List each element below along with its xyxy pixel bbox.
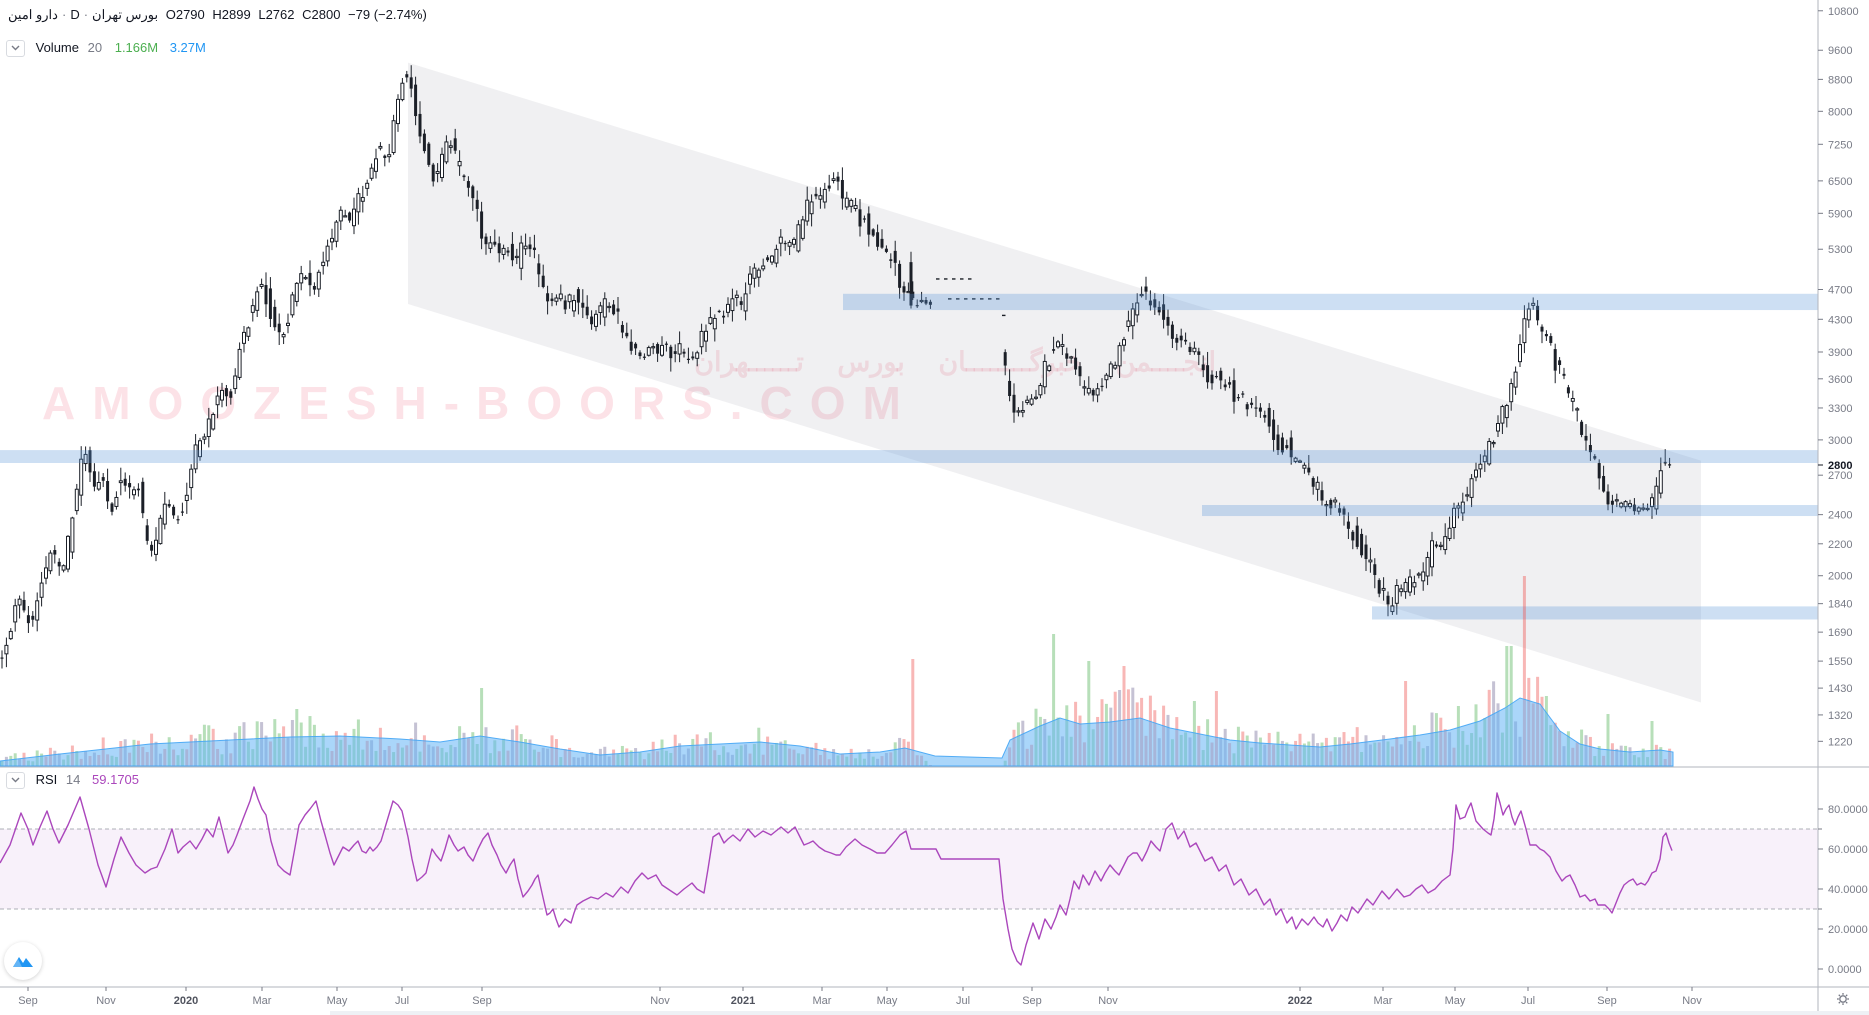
price-tick-label: 10800 [1828, 6, 1859, 18]
price-tick-label: 3000 [1828, 435, 1852, 447]
price-tick-label: 1430 [1828, 683, 1852, 695]
price-tick-label: 1550 [1828, 656, 1852, 668]
time-tick-label: Nov [96, 995, 116, 1007]
price-tick-label: 2000 [1828, 571, 1852, 583]
legend-separator: · [61, 7, 67, 22]
rsi-tick-label: 0.0000 [1828, 964, 1862, 976]
zone-4400-4640[interactable] [843, 293, 1818, 311]
time-tick-label: 2022 [1288, 995, 1312, 1007]
price-tick-label: 8000 [1828, 106, 1852, 118]
rsi-tick-label: 20.0000 [1828, 924, 1868, 936]
time-tick-label: Sep [472, 995, 492, 1007]
time-tick-label: May [877, 995, 898, 1007]
price-tick-label: 7250 [1828, 139, 1852, 151]
exchange-name: بورس تهران [92, 7, 159, 22]
price-tick-label: 4700 [1828, 284, 1852, 296]
zone-1755-1825[interactable] [1372, 606, 1818, 620]
current-price-label: 2800 [1828, 460, 1852, 472]
price-tick-label: 1840 [1828, 599, 1852, 611]
rsi-tick-label: 40.0000 [1828, 884, 1868, 896]
chevron-down-icon[interactable] [6, 772, 25, 790]
time-tick-label: May [327, 995, 348, 1007]
rsi-tick-label: 80.0000 [1828, 804, 1868, 816]
time-tick-label: 2020 [174, 995, 198, 1007]
watermark-line-persian: انجــــمن خبرگــــــــان بورس تــــــهرا… [46, 347, 1216, 378]
rsi-length: 14 [65, 772, 81, 787]
time-tick-label: Nov [1098, 995, 1118, 1007]
price-tick-label: 3300 [1828, 403, 1852, 415]
bottom-toolbar-edge [330, 1011, 1869, 1015]
zone-2800-2910[interactable] [0, 450, 1818, 463]
price-tick-label: 6500 [1828, 176, 1852, 188]
watermark-line-url: AMOOZESH-BOORS.COM [42, 377, 918, 429]
rsi-tick-label: 60.0000 [1828, 844, 1868, 856]
volume-ma-value: 3.27M [169, 40, 206, 55]
time-tick-label: Jul [956, 995, 970, 1007]
price-tick-label: 5300 [1828, 244, 1852, 256]
price-tick-label: 3900 [1828, 347, 1852, 359]
rsi-indicator-label: RSI [35, 772, 58, 787]
ohlc-high: H2899 [212, 7, 251, 22]
volume-legend[interactable]: Volume 20 1.166M 3.27M [6, 40, 206, 58]
price-tick-label: 9600 [1828, 45, 1852, 57]
time-tick-label: Mar [813, 995, 832, 1007]
ohlc-low: L2762 [258, 7, 295, 22]
time-tick-label: Sep [1022, 995, 1042, 1007]
change-value: −79 (−2.74%) [348, 7, 427, 22]
volume-indicator-label: Volume [35, 40, 79, 55]
mountains-icon [13, 957, 33, 967]
time-tick-label: Jul [395, 995, 409, 1007]
chevron-down-icon[interactable] [6, 40, 25, 58]
price-tick-label: 4300 [1828, 314, 1852, 326]
price-tick-label: 3600 [1828, 374, 1852, 386]
time-tick-label: 2021 [731, 995, 755, 1007]
chart-logo-icon[interactable] [4, 942, 42, 980]
price-tick-label: 2200 [1828, 539, 1852, 551]
rsi-value: 59.1705 [92, 772, 140, 787]
time-tick-label: Mar [253, 995, 272, 1007]
volume-series [0, 576, 1674, 767]
price-tick-label: 5900 [1828, 208, 1852, 220]
descending-channel[interactable] [408, 62, 1701, 703]
gear-icon[interactable] [1837, 993, 1849, 1005]
price-tick-label: 2400 [1828, 510, 1852, 522]
time-tick-label: Jul [1521, 995, 1535, 1007]
price-tick-label: 2700 [1828, 470, 1852, 482]
support-resistance-zones[interactable] [0, 293, 1818, 620]
time-tick-label: Nov [1682, 995, 1702, 1007]
time-tick-label: Nov [650, 995, 670, 1007]
legend-separator: · [83, 7, 89, 22]
rsi-pane[interactable] [0, 786, 1818, 966]
ohlc-open: O2790 [165, 7, 205, 22]
time-tick-label: Sep [1597, 995, 1617, 1007]
rsi-axis[interactable]: 80.0000 60.0000 40.0000 20.0000 0.0000 [1818, 804, 1868, 976]
volume-value: 1.166M [114, 40, 159, 55]
symbol-name[interactable]: دارو امین [8, 7, 58, 22]
price-axis[interactable]: 10800 9600 8800 8000 7250 6500 5900 5300 4700 430… [1818, 6, 1859, 749]
price-tick-label: 1220 [1828, 736, 1852, 748]
price-tick-label: 8800 [1828, 74, 1852, 86]
symbol-legend[interactable]: دارو امین · D · بورس تهران O2790 H2899 L2762… [8, 7, 427, 23]
price-tick-label: 1320 [1828, 710, 1852, 722]
rsi-legend[interactable]: RSI 14 59.1705 [6, 772, 140, 790]
candlestick-series[interactable] [0, 65, 1672, 669]
ohlc-close: C2800 [302, 7, 341, 22]
volume-length: 20 [87, 40, 103, 55]
time-tick-label: May [1445, 995, 1466, 1007]
time-tick-label: Mar [1374, 995, 1393, 1007]
price-tick-label: 1690 [1828, 627, 1852, 639]
time-tick-label: Sep [18, 995, 38, 1007]
zone-2390-2470[interactable] [1202, 505, 1818, 517]
interval-label[interactable]: D [70, 7, 80, 22]
time-axis[interactable]: Sep Nov 2020 Mar May Jul Sep Nov 2021 Mar May Jul Se… [18, 987, 1702, 1007]
